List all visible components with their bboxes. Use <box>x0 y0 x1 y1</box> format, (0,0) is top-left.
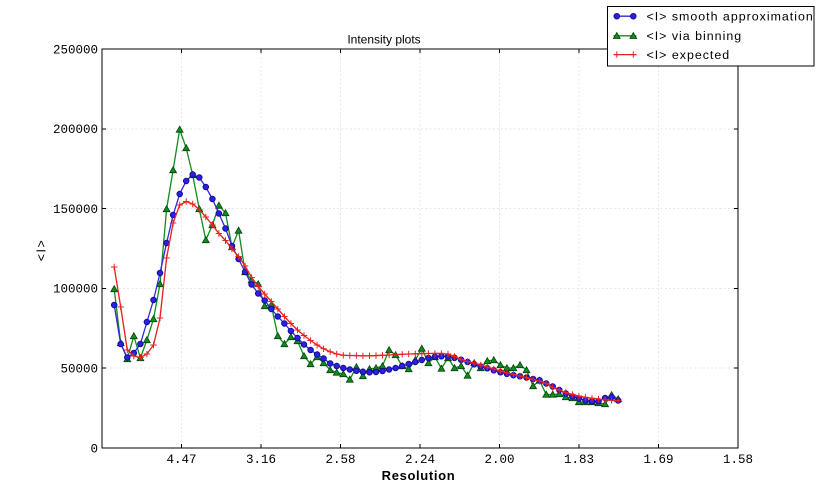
svg-text:2.58: 2.58 <box>325 453 355 467</box>
svg-text:Resolution: Resolution <box>382 468 456 483</box>
svg-text:250000: 250000 <box>53 43 98 57</box>
svg-text:50000: 50000 <box>60 363 98 377</box>
svg-text:Intensity plots: Intensity plots <box>347 33 420 47</box>
svg-text:<I>: <I> <box>35 239 49 262</box>
svg-text:<I> via binning: <I> via binning <box>647 29 743 43</box>
svg-text:0: 0 <box>90 442 98 456</box>
svg-text:1.83: 1.83 <box>564 453 594 467</box>
svg-text:2.00: 2.00 <box>484 453 514 467</box>
svg-text:100000: 100000 <box>53 283 98 297</box>
svg-text:1.69: 1.69 <box>643 453 673 467</box>
svg-text:3.16: 3.16 <box>246 453 276 467</box>
svg-text:1.58: 1.58 <box>723 453 753 467</box>
svg-text:<I> smooth approximation: <I> smooth approximation <box>647 10 814 24</box>
svg-text:150000: 150000 <box>53 203 98 217</box>
svg-text:4.47: 4.47 <box>166 453 196 467</box>
svg-text:200000: 200000 <box>53 123 98 137</box>
svg-text:2.24: 2.24 <box>405 453 435 467</box>
svg-text:<I> expected: <I> expected <box>647 48 731 62</box>
